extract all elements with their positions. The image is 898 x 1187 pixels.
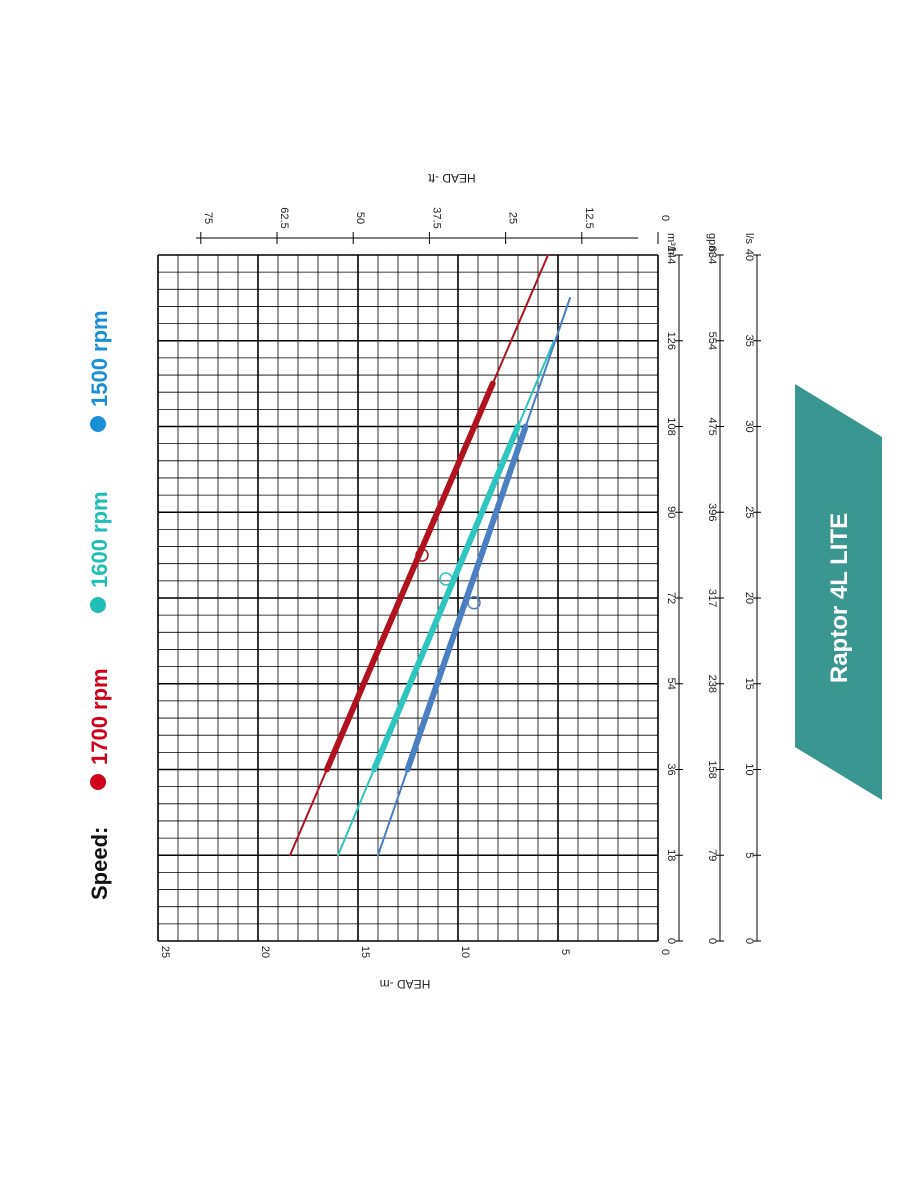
flow-axis-unit: m³/h [665, 233, 677, 255]
product-badge-shape [795, 384, 882, 800]
flow-tick-label: 634 [706, 246, 718, 264]
flow-tick-label: 20 [743, 592, 755, 604]
flow-axis-unit: gpm [706, 233, 718, 254]
flow-tick-label: 36 [665, 763, 677, 775]
ft-tick-label: 25 [507, 212, 519, 224]
ft-tick-label: 50 [354, 212, 366, 224]
ft-tick-label: 62.5 [278, 207, 290, 228]
flow-tick-label: 317 [706, 589, 718, 607]
y-tick-label: 25 [159, 946, 171, 958]
flow-tick-label: 40 [743, 249, 755, 261]
flow-tick-label: 18 [665, 849, 677, 861]
flow-tick-label: 15 [743, 678, 755, 690]
flow-tick-label: 25 [743, 506, 755, 518]
series-bold-2 [404, 423, 529, 773]
legend-dot-1700 [90, 774, 106, 790]
flow-tick-label: 238 [706, 675, 718, 693]
flow-tick-label: 30 [743, 420, 755, 432]
series-marker-2 [467, 596, 481, 610]
legend-item-1600: 1600 rpm [87, 491, 112, 588]
ft-tick-label: 75 [202, 212, 214, 224]
flow-axis-unit: l/s [743, 233, 755, 245]
legend-dot-1500 [90, 416, 106, 432]
y-tick-label: 5 [559, 949, 571, 955]
series-bold-1 [371, 423, 521, 773]
flow-tick-label: 0 [665, 938, 677, 944]
ft-tick-label: 12.5 [583, 207, 595, 228]
flow-tick-label: 10 [743, 763, 755, 775]
flow-tick-label: 144 [665, 246, 677, 264]
y-tick-label: 0 [659, 949, 671, 955]
flow-tick-label: 90 [665, 506, 677, 518]
flow-tick-label: 0 [743, 938, 755, 944]
flow-tick-label: 54 [665, 678, 677, 690]
legend-dot-1600 [90, 597, 106, 613]
y-tick-label: 20 [259, 946, 271, 958]
product-badge-label: Raptor 4L LITE [826, 513, 853, 683]
y-axis-title-ft: HEAD -ft [428, 171, 476, 185]
legend-label: Speed: [87, 827, 112, 900]
plot-area: 0510152025012.52537.55062.57501836547290… [157, 207, 761, 958]
y-axis-title-m: HEAD -m [380, 977, 431, 991]
flow-tick-label: 72 [665, 592, 677, 604]
flow-tick-label: 5 [743, 852, 755, 858]
ft-tick-label: 37.5 [430, 207, 442, 228]
flow-tick-label: 126 [665, 332, 677, 350]
flow-tick-label: 475 [706, 417, 718, 435]
series-marker-0 [415, 548, 429, 562]
flow-tick-label: 158 [706, 760, 718, 778]
legend-item-1700: 1700 rpm [87, 668, 112, 765]
flow-tick-label: 0 [706, 938, 718, 944]
ft-tick-label: 0 [659, 215, 671, 221]
series-marker-1 [439, 572, 453, 586]
flow-tick-label: 108 [665, 417, 677, 435]
legend-item-1500: 1500 rpm [87, 310, 112, 407]
flow-tick-label: 35 [743, 335, 755, 347]
y-tick-label: 15 [359, 946, 371, 958]
flow-tick-label: 396 [706, 503, 718, 521]
flow-tick-label: 79 [706, 849, 718, 861]
series-bold-0 [323, 380, 496, 773]
y-tick-label: 10 [459, 946, 471, 958]
flow-tick-label: 554 [706, 332, 718, 350]
